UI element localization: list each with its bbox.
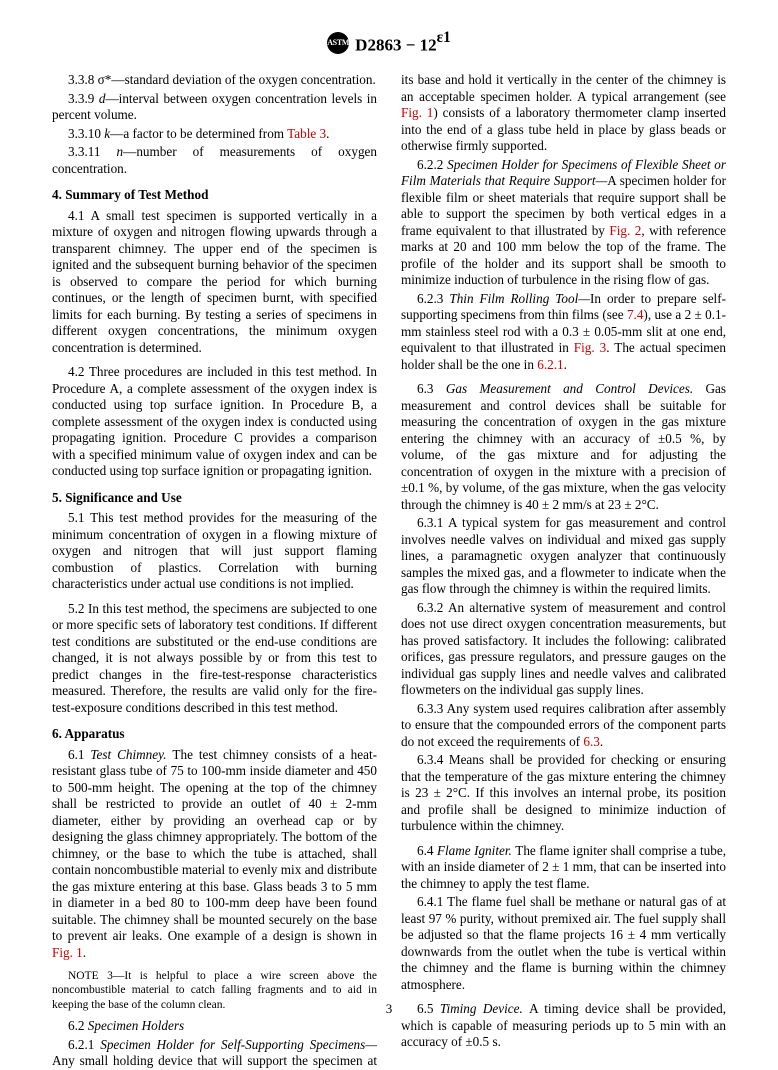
def-3.3.11: 3.3.11 n—number of measurements of oxyge… bbox=[52, 144, 377, 177]
astm-logo: ASTM bbox=[327, 32, 349, 54]
para-6.3.2: 6.3.2 An alternative system of measureme… bbox=[401, 600, 726, 699]
para-6.3.3: 6.3.3 Any system used requires calibrati… bbox=[401, 701, 726, 751]
ref-6.2.1[interactable]: 6.2.1 bbox=[537, 357, 563, 372]
def-3.3.9: 3.3.9 d—interval between oxygen concentr… bbox=[52, 91, 377, 124]
ref-7.4[interactable]: 7.4 bbox=[627, 307, 643, 322]
para-6.3.1: 6.3.1 A typical system for gas measureme… bbox=[401, 515, 726, 598]
ref-fig2[interactable]: Fig. 2 bbox=[609, 223, 641, 238]
para-5.1: 5.1 This test method provides for the me… bbox=[52, 510, 377, 593]
body-content: 3.3.8 σ*—standard deviation of the oxyge… bbox=[52, 72, 726, 991]
para-6.2.2: 6.2.2 Specimen Holder for Specimens of F… bbox=[401, 157, 726, 289]
ref-6.3[interactable]: 6.3 bbox=[583, 734, 599, 749]
def-3.3.8: 3.3.8 σ*—standard deviation of the oxyge… bbox=[52, 72, 377, 89]
ref-fig3[interactable]: Fig. 3 bbox=[574, 340, 606, 355]
page-header: ASTM D2863 − 12ε1 bbox=[0, 30, 778, 56]
heading-sec4: 4. Summary of Test Method bbox=[52, 187, 377, 204]
para-6.1: 6.1 Test Chimney. The test chimney consi… bbox=[52, 747, 377, 962]
para-6.3: 6.3 Gas Measurement and Control Devices.… bbox=[401, 381, 726, 513]
para-6.4.1: 6.4.1 The flame fuel shall be methane or… bbox=[401, 894, 726, 993]
ref-fig1[interactable]: Fig. 1 bbox=[52, 945, 83, 960]
para-6.2.3: 6.2.3 Thin Film Rolling Tool—In order to… bbox=[401, 291, 726, 374]
para-6.4: 6.4 Flame Igniter. The flame igniter sha… bbox=[401, 843, 726, 893]
para-4.1: 4.1 A small test specimen is supported v… bbox=[52, 208, 377, 357]
para-5.2: 5.2 In this test method, the specimens a… bbox=[52, 601, 377, 717]
page-number: 3 bbox=[0, 1001, 778, 1017]
para-6.2: 6.2 Specimen Holders bbox=[52, 1018, 377, 1035]
def-3.3.10: 3.3.10 k—a factor to be determined from … bbox=[52, 126, 377, 143]
ref-table3[interactable]: Table 3 bbox=[287, 126, 326, 141]
heading-sec6: 6. Apparatus bbox=[52, 726, 377, 743]
designation: D2863 − 12ε1 bbox=[355, 30, 451, 56]
ref-fig1b[interactable]: Fig. 1 bbox=[401, 105, 433, 120]
para-4.2: 4.2 Three procedures are included in thi… bbox=[52, 364, 377, 480]
heading-sec5: 5. Significance and Use bbox=[52, 490, 377, 507]
para-6.3.4: 6.3.4 Means shall be provided for checki… bbox=[401, 752, 726, 835]
